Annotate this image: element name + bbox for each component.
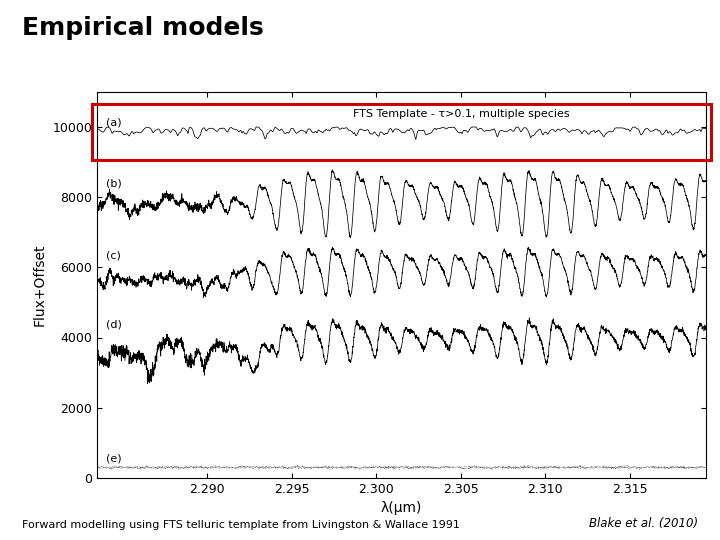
Bar	[92, 104, 711, 160]
Text: (b): (b)	[106, 178, 122, 188]
X-axis label: λ(μm): λ(μm)	[381, 501, 422, 515]
Text: Forward modelling using FTS telluric template from Livingston & Wallace 1991: Forward modelling using FTS telluric tem…	[22, 520, 459, 530]
Text: Blake et al. (2010): Blake et al. (2010)	[589, 517, 698, 530]
Text: (a): (a)	[106, 118, 121, 127]
Text: Empirical models: Empirical models	[22, 16, 264, 40]
Text: (e): (e)	[106, 453, 121, 463]
Text: (c): (c)	[106, 250, 120, 260]
Y-axis label: Flux+Offset: Flux+Offset	[33, 244, 47, 326]
Text: (d): (d)	[106, 320, 122, 329]
Text: FTS Template - τ>0.1, multiple species: FTS Template - τ>0.1, multiple species	[353, 109, 570, 119]
